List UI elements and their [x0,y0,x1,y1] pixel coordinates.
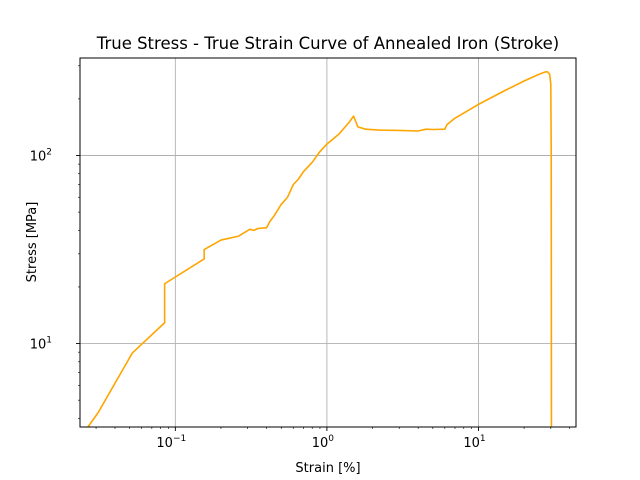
chart-title: True Stress - True Strain Curve of Annea… [96,34,559,53]
x-axis-ticks: 10−1 100 101 [95,427,571,451]
x-tick-label: 10−1 [156,434,186,451]
x-tick-label: 101 [463,434,485,451]
y-tick-label: 102 [30,148,52,165]
y-axis-ticks: 101 102 [30,65,80,419]
x-axis-label: Strain [%] [295,461,360,476]
stress-strain-line [87,70,553,427]
grid-lines [80,58,576,427]
plot-area-frame [79,57,577,428]
x-tick-label: 100 [312,434,335,451]
y-tick-label: 101 [30,336,52,353]
plot-series [87,70,553,427]
y-axis-label: Stress [MPa] [25,202,40,283]
